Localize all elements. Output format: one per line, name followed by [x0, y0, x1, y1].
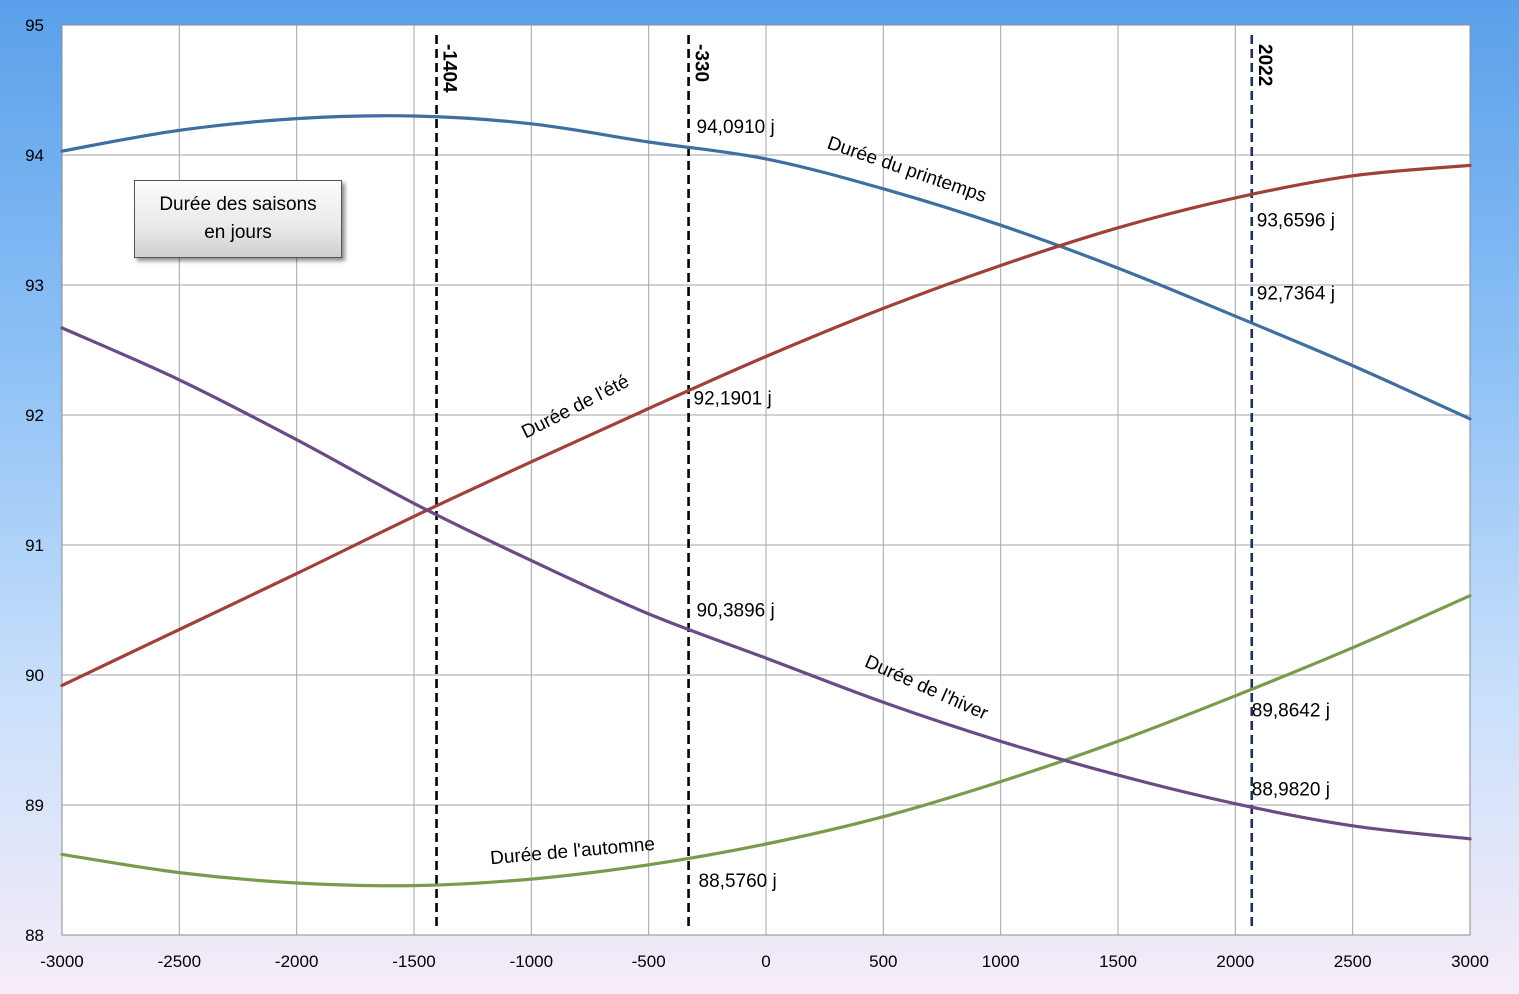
series-line [60, 594, 1472, 888]
y-tick-label: 89 [25, 796, 44, 815]
x-tick-label: 2500 [1334, 952, 1372, 971]
x-tick-label: 0 [761, 952, 770, 971]
y-tick-label: 95 [25, 16, 44, 35]
series-line [60, 326, 1472, 841]
value-annotation: 88,5760 j [699, 871, 777, 892]
y-tick-label: 88 [25, 926, 44, 945]
x-tick-label: -1000 [510, 952, 553, 971]
series-lines [60, 114, 1472, 888]
marker-label: -330 [691, 44, 712, 82]
value-annotation: 92,7364 j [1257, 283, 1335, 304]
x-tick-label: 1500 [1099, 952, 1137, 971]
x-tick-label: -500 [632, 952, 666, 971]
series-line [60, 163, 1472, 687]
value-annotation: 92,1901 j [694, 388, 772, 409]
y-tick-label: 90 [25, 666, 44, 685]
value-annotation: 89,8642 j [1252, 701, 1330, 722]
title-line-2: en jours [204, 222, 272, 243]
y-tick-label: 92 [25, 406, 44, 425]
x-tick-label: 1000 [982, 952, 1020, 971]
marker-label: 2022 [1254, 44, 1275, 86]
x-tick-label: -2500 [158, 952, 201, 971]
plot-border [61, 24, 1471, 936]
x-tick-label: 2000 [1216, 952, 1254, 971]
series-line [60, 114, 1472, 421]
title-box: Durée des saisons en jours [134, 180, 342, 258]
value-annotations: 94,0910 j 92,1901 j 90,3896 j 88,5760 j 93,6… [694, 117, 1335, 892]
x-tick-label: -3000 [40, 952, 83, 971]
value-annotation: 94,0910 j [697, 117, 775, 138]
y-tick-label: 94 [25, 146, 44, 165]
title-line-1: Durée des saisons [159, 194, 317, 215]
marker-label: -1404 [439, 44, 460, 93]
tick-labels: -3000 -2500 -2000 -1500 -1000 -500 0 500 1000 150… [25, 16, 1489, 971]
y-tick-label: 91 [25, 536, 44, 555]
x-tick-label: -2000 [275, 952, 318, 971]
x-tick-label: 3000 [1451, 952, 1489, 971]
x-tick-label: -1500 [392, 952, 435, 971]
value-annotation: 90,3896 j [697, 600, 775, 621]
value-annotation: 88,9820 j [1252, 779, 1330, 800]
x-tick-label: 500 [869, 952, 897, 971]
grid [61, 24, 1471, 936]
value-annotation: 93,6596 j [1257, 210, 1335, 231]
y-tick-label: 93 [25, 276, 44, 295]
vertical-markers: -1404 -330 2022 [435, 35, 1275, 928]
